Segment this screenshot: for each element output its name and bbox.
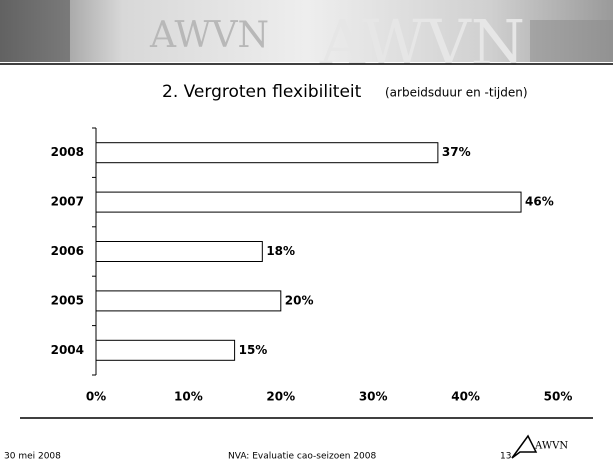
- y-tick-label: 2005: [51, 293, 84, 307]
- bar: [95, 290, 282, 312]
- banner-logo: AWVN: [319, 6, 525, 79]
- y-tick-label: 2004: [51, 343, 84, 357]
- bar: [95, 142, 439, 164]
- data-label: 18%: [266, 244, 295, 258]
- bar: [95, 191, 522, 213]
- footer-logo: AWVN: [534, 441, 568, 452]
- chart-subtitle: (arbeidsduur en -tijden): [385, 86, 528, 100]
- footer-date: 30 mei 2008: [4, 452, 61, 462]
- x-tick-label: 0%: [86, 390, 106, 404]
- x-tick-label: 30%: [359, 390, 388, 404]
- banner-photo: [0, 0, 70, 62]
- x-tick-label: 40%: [451, 390, 480, 404]
- x-tick-label: 50%: [544, 390, 573, 404]
- x-tick-label: 20%: [266, 390, 295, 404]
- banner-logo: AWVN: [149, 15, 269, 56]
- data-label: 37%: [442, 145, 471, 159]
- logo-mark: [511, 434, 538, 459]
- y-tick-label: 2006: [51, 244, 84, 258]
- page-number: 13: [500, 452, 511, 462]
- x-tick-label: 10%: [174, 390, 203, 404]
- plot: 0% 10% 20% 30% 40% 50% 2008 37% 2007 46% 2006 18% 20…: [51, 127, 573, 404]
- data-label: 15%: [239, 343, 268, 357]
- data-label: 46%: [525, 195, 554, 209]
- banner: [0, 0, 613, 62]
- bar: [95, 241, 263, 262]
- banner-photo: [530, 20, 613, 62]
- chart-title: 2. Vergroten flexibiliteit: [162, 82, 362, 102]
- y-tick-label: 2007: [51, 195, 84, 209]
- bar: [95, 339, 236, 361]
- footer-text: NVA: Evaluatie cao-seizoen 2008: [228, 452, 377, 462]
- data-label: 20%: [285, 293, 314, 307]
- y-tick-label: 2008: [51, 145, 84, 159]
